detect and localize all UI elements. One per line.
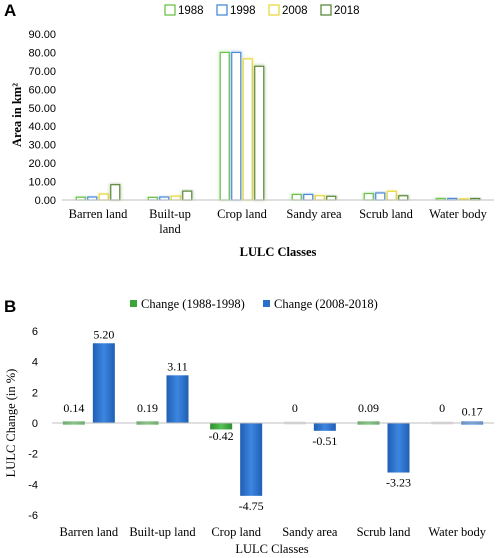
y-tick-label-b: -6	[28, 510, 38, 522]
y-tick-label-a: 0.00	[35, 195, 56, 207]
data-label-built-up-land-change-1988-1998: 0.19	[137, 401, 158, 415]
y-tick-label-a: 10.00	[28, 177, 56, 189]
category-label-a: Sandy area	[286, 207, 342, 221]
bar-crop-land-2008	[242, 58, 253, 201]
legend-label-a: 2008	[282, 5, 308, 17]
y-tick-label-b: -4	[28, 479, 38, 491]
legend-swatch-2018	[320, 4, 332, 16]
legend-swatch-1988	[164, 4, 176, 16]
category-label-a: Scrub land	[359, 207, 414, 221]
category-labels-a: Barren land Built-up land Crop land Sandy ar…	[69, 207, 488, 236]
legend-swatch-change-1988-1998	[130, 300, 137, 307]
y-tick-label-b: 4	[32, 357, 38, 369]
data-label-crop-land-change-2008-2018: -4.75	[239, 499, 264, 513]
bar-barren-land-change-2008-2018	[92, 343, 115, 423]
bar-built-up-land-2008	[170, 195, 181, 201]
y-axis-title-a: Area in km²	[10, 83, 24, 147]
y-tick-label-a: 80.00	[28, 47, 56, 59]
bar-crop-land-change-1988-1998	[210, 423, 233, 430]
bar-scrub-land-1988	[363, 192, 374, 201]
legend-label-a: 2018	[334, 5, 360, 17]
bar-crop-land-1988	[219, 51, 230, 201]
bar-built-up-land-change-2008-2018	[166, 375, 189, 423]
y-axis-title-b: LULC Change (in %)	[4, 369, 18, 478]
data-label-scrub-land-change-2008-2018: -3.23	[386, 476, 411, 490]
data-labels-b: 0.14 5.20 0.19 3.11 -0.42 -4.75 0 -0.51 0.09 -3.2…	[63, 327, 482, 513]
y-tick-label-b: 0	[32, 418, 38, 430]
bar-sandy-area-1988	[291, 193, 302, 201]
bars-b	[62, 343, 484, 496]
bar-scrub-land-2008	[386, 190, 397, 201]
category-label-a: Built-up land	[149, 207, 191, 236]
y-ticks-a: 0.00 10.00 20.00 30.00 40.00 50.00 60.00 70.00 8…	[28, 29, 56, 207]
bar-scrub-land-1998	[375, 192, 386, 201]
legend-swatch-1998	[216, 4, 228, 16]
y-tick-label-a: 20.00	[28, 158, 56, 170]
bar-barren-land-2008	[98, 193, 109, 201]
y-tick-label-a: 40.00	[28, 121, 56, 133]
legend-b: Change (1988-1998) Change (2008-2018)	[130, 297, 378, 311]
category-labels-b: Barren land Built-up land Crop land Sandy a…	[60, 525, 487, 539]
data-label-sandy-area-change-1988-1998: 0	[292, 401, 298, 415]
y-tick-label-a: 50.00	[28, 103, 56, 115]
chart-panel-a: A 1988 1998 2008 2018 0.00 10.00 20.00 30.00 40…	[4, 1, 494, 259]
panel-letter-b: B	[4, 297, 16, 316]
category-label-a: Barren land	[69, 207, 128, 221]
data-label-barren-land-change-1988-1998: 0.14	[63, 401, 84, 415]
legend-label-b: Change (2008-2018)	[274, 297, 378, 311]
bar-sandy-area-1998	[303, 193, 314, 201]
category-label-b: Barren land	[60, 525, 119, 539]
panel-letter-a: A	[4, 1, 16, 20]
category-label-a: Crop land	[217, 207, 267, 221]
legend-swatch-change-2008-2018	[263, 300, 270, 307]
y-tick-label-b: -2	[28, 449, 38, 461]
data-label-water-body-change-1988-1998: 0	[439, 401, 445, 415]
y-tick-label-b: 2	[32, 387, 38, 399]
data-label-built-up-land-change-2008-2018: 3.11	[167, 359, 188, 373]
y-tick-label-b: 6	[32, 326, 38, 338]
bar-sandy-area-change-2008-2018	[313, 423, 336, 431]
category-label-b: Crop land	[211, 525, 261, 539]
bar-scrub-land-2018	[398, 195, 409, 201]
bar-scrub-land-change-2008-2018	[387, 423, 410, 473]
y-ticks-b: 6 4 2 0 -2 -4 -6	[28, 326, 38, 522]
category-label-b: Sandy area	[282, 525, 338, 539]
data-label-water-body-change-2008-2018: 0.17	[462, 404, 483, 418]
category-label-b: Scrub land	[357, 525, 412, 539]
x-axis-title-a: LULC Classes	[240, 245, 317, 259]
bar-sandy-area-2018	[326, 195, 337, 201]
y-tick-label-a: 30.00	[28, 140, 56, 152]
bar-sandy-area-2008	[314, 195, 325, 201]
bars-a	[75, 51, 481, 201]
bar-barren-land-2018	[110, 184, 121, 201]
data-label-scrub-land-change-1988-1998: 0.09	[358, 401, 379, 415]
data-label-crop-land-change-1988-1998: -0.42	[209, 429, 234, 443]
data-label-barren-land-change-2008-2018: 5.20	[93, 327, 114, 341]
category-label-b: Built-up land	[129, 525, 196, 539]
legend-label-a: 1998	[230, 5, 256, 17]
y-tick-label-a: 70.00	[28, 66, 56, 78]
chart-panel-b: B Change (1988-1998) Change (2008-2018) 0…	[4, 297, 494, 556]
legend-label-b: Change (1988-1998)	[141, 297, 245, 311]
bar-crop-land-2018	[254, 65, 265, 201]
y-tick-label-a: 60.00	[28, 84, 56, 96]
category-label-a: Water body	[429, 207, 487, 221]
y-tick-label-a: 90.00	[28, 29, 56, 41]
data-label-sandy-area-change-2008-2018: -0.51	[312, 434, 337, 448]
legend-swatch-2008	[268, 4, 280, 16]
x-axis-title-b: LULC Classes	[235, 542, 308, 556]
legend-a: 1988 1998 2008 2018	[164, 4, 360, 17]
legend-label-a: 1988	[178, 5, 204, 17]
category-label-b: Water body	[428, 525, 486, 539]
bar-crop-land-change-2008-2018	[240, 423, 263, 496]
bar-crop-land-1998	[231, 51, 242, 201]
bar-built-up-land-2018	[182, 190, 193, 201]
